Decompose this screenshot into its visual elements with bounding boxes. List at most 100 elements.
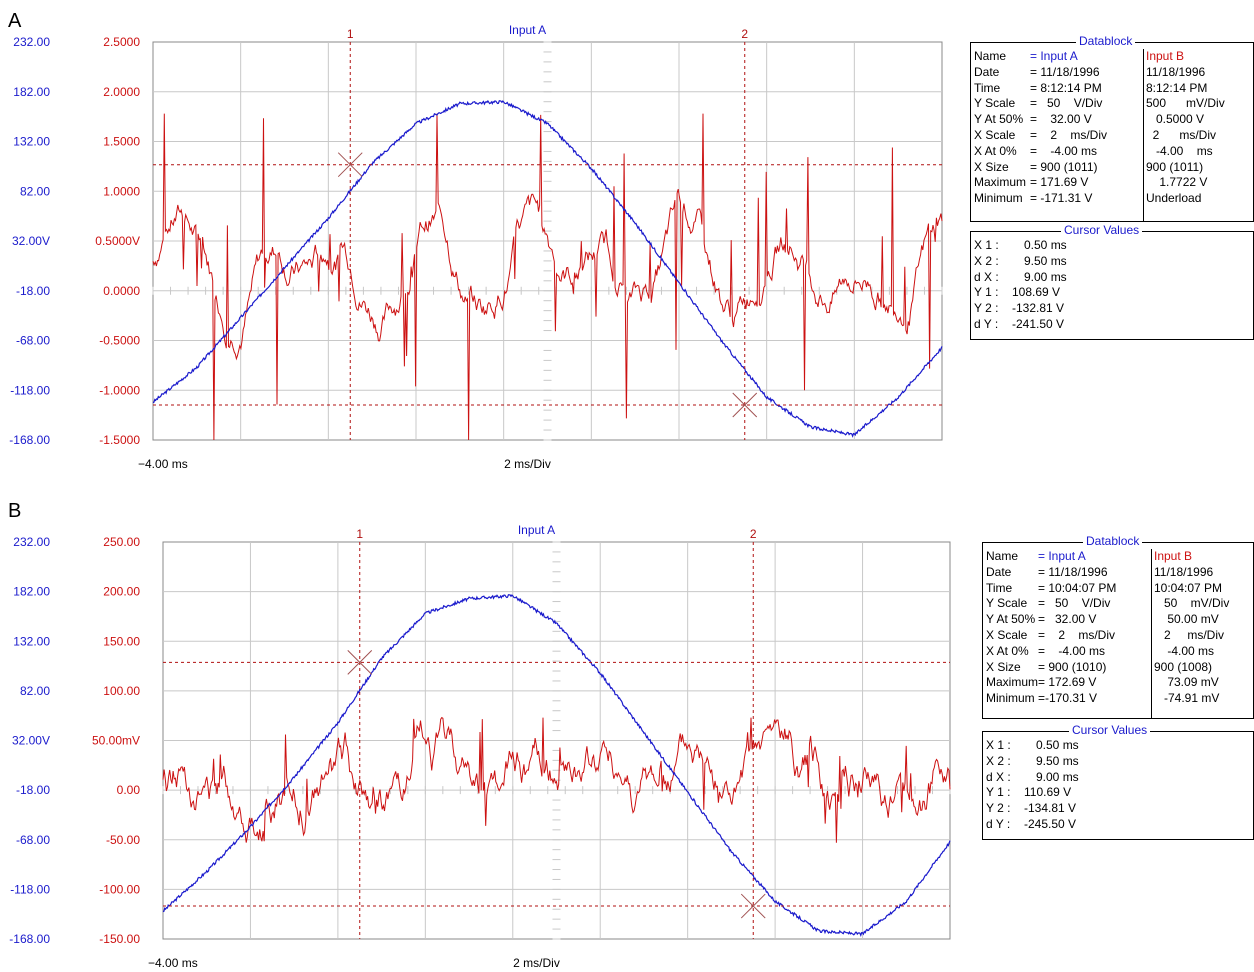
maximum-value-b: 73.09 mV — [1154, 675, 1219, 690]
time-value: = 10:04:07 PM — [1038, 580, 1117, 595]
left-axis-tick-label: 32.00V — [12, 234, 50, 248]
cursor-y1-row: Y 1 : 108.69 V — [974, 285, 1067, 301]
datablock-title: Datablock — [1083, 534, 1143, 549]
minimum-value-b: Underload — [1146, 191, 1202, 206]
x1-value: 0.50 ms — [1036, 738, 1079, 752]
name-label: Name — [986, 549, 1019, 563]
maximum-row: Maximum= 172.69 V — [986, 675, 1116, 691]
yscale-row: Y Scale = 50 V/Div — [974, 96, 1107, 112]
left-axis-tick-label: -118.00 — [10, 882, 50, 896]
yat50-label: Y At 50% — [974, 112, 1024, 127]
y2-value: -134.81 V — [1024, 801, 1077, 816]
yat50-value: = 32.00 V — [1038, 612, 1097, 627]
right-axis-tick-label: 150.00 — [103, 634, 140, 648]
time-value-b: 8:12:14 PM — [1146, 80, 1208, 95]
right-axis-tick-label: 1.0000 — [103, 184, 140, 198]
y2-label: Y 2 : — [974, 301, 999, 316]
minimum-label: Minimum — [974, 191, 1023, 206]
right-axis-tick-label: 1.5000 — [103, 135, 140, 149]
xscale-value: = 2 ms/Div — [1038, 627, 1116, 642]
yat50-label: Y At 50% — [986, 612, 1036, 627]
minimum-value: =-170.31 V — [1038, 691, 1098, 706]
cursor-x1-row: X 1 : 0.50 ms — [974, 238, 1067, 254]
time-label: Time — [986, 580, 1013, 595]
y1-value: 108.69 V — [1012, 285, 1061, 300]
maximum-row: Maximum = 171.69 V — [974, 175, 1107, 191]
cursor-x2-row: X 2 : 9.50 ms — [986, 754, 1079, 770]
left-axis-tick-label: -118.00 — [10, 383, 50, 397]
name-row: Name = Input A — [986, 549, 1116, 565]
dx-label: d X : — [986, 769, 1011, 784]
left-axis-tick-label: -18.00 — [16, 783, 50, 797]
x-start-label: −4.00 ms — [138, 457, 188, 471]
minimum-value-b: -74.91 mV — [1154, 691, 1220, 706]
right-axis-tick-label: -150.00 — [99, 932, 140, 946]
cursor-y1-row: Y 1 : 110.69 V — [986, 785, 1079, 801]
xat0-label: X At 0% — [986, 643, 1029, 658]
cursor-cross-mark — [337, 152, 363, 178]
dx-value: 9.00 ms — [1024, 269, 1067, 284]
minimum-row: Minimum = -171.31 V — [974, 191, 1107, 207]
datablock-title: Datablock — [1076, 34, 1136, 49]
name-value: = Input A — [1030, 49, 1078, 63]
right-axis-tick-label: 0.5000V — [95, 234, 140, 248]
yat50-value-b: 0.5000 V — [1146, 112, 1205, 127]
time-value-b: 10:04:07 PM — [1154, 580, 1223, 595]
left-axis-tick-label: 232.00 — [13, 35, 50, 49]
chart-title: Input A — [509, 23, 546, 37]
xat0-value: = -4.00 ms — [1030, 143, 1098, 158]
xat0-row: X At 0% = -4.00 ms — [974, 144, 1107, 160]
x1-value: 0.50 ms — [1024, 238, 1067, 252]
x2-value: 9.50 ms — [1036, 753, 1079, 768]
yat50-value: = 32.00 V — [1030, 112, 1092, 127]
time-row: Time = 8:12:14 PM — [974, 81, 1107, 97]
cursor-dx-row: d X : 9.00 ms — [986, 770, 1079, 786]
xsize-row: X Size = 900 (1011) — [974, 160, 1107, 176]
maximum-value-b: 1.7722 V — [1146, 175, 1208, 190]
yscale-value: = 50 V/Div — [1030, 96, 1103, 111]
yscale-value-b: 500 mV/Div — [1146, 96, 1225, 111]
cursor-x1-row: X 1 : 0.50 ms — [986, 738, 1079, 754]
right-axis-tick-label: 0.0000 — [103, 284, 140, 298]
cursor-label: 1 — [347, 27, 354, 41]
right-axis-tick-label: 2.5000 — [103, 35, 140, 49]
right-axis-tick-label: -100.00 — [99, 882, 140, 896]
panel-label: B — [8, 500, 22, 522]
right-axis-tick-label: -1.5000 — [99, 433, 140, 447]
maximum-value: = 171.69 V — [1030, 175, 1089, 190]
xat0-value-b: -4.00 ms — [1154, 643, 1215, 658]
xsize-value: = 900 (1011) — [1030, 159, 1098, 174]
left-axis-tick-label: 132.00 — [13, 634, 50, 648]
right-axis-tick-label: -0.5000 — [99, 334, 140, 348]
right-axis-tick-label: 250.00 — [103, 535, 140, 549]
x-start-label: −4.00 ms — [148, 956, 198, 970]
x-div-label: 2 ms/Div — [504, 457, 551, 471]
yat50-row: Y At 50% = 32.00 V — [974, 112, 1107, 128]
datablock-col-b: Input B 11/18/1996 8:12:14 PM 500 mV/Div… — [1143, 49, 1225, 221]
left-axis-tick-label: -168.00 — [9, 932, 50, 946]
x1-label: X 1 : — [986, 738, 1011, 752]
x2-label: X 2 : — [986, 753, 1011, 768]
datablock-col-b: Input B 11/18/1996 10:04:07 PM 50 mV/Div… — [1151, 549, 1229, 718]
xsize-label: X Size — [986, 659, 1021, 674]
xat0-row: X At 0% = -4.00 ms — [986, 644, 1116, 660]
left-axis-tick-label: 132.00 — [13, 135, 50, 149]
yscale-row: Y Scale = 50 V/Div — [986, 596, 1116, 612]
dy-label: d Y : — [974, 316, 999, 331]
series-line-input-a — [152, 99, 943, 438]
y2-value: -132.81 V — [1012, 301, 1065, 316]
left-axis-tick-label: -18.00 — [16, 284, 50, 298]
maximum-label: Maximum — [986, 675, 1039, 690]
xscale-value: = 2 ms/Div — [1030, 127, 1108, 142]
xat0-value: = -4.00 ms — [1038, 643, 1106, 658]
y2-label: Y 2 : — [986, 801, 1011, 816]
xsize-value-b: 900 (1011) — [1146, 159, 1204, 174]
y1-label: Y 1 : — [974, 285, 999, 300]
y1-value: 110.69 V — [1024, 785, 1072, 800]
dy-label: d Y : — [986, 816, 1011, 831]
dx-value: 9.00 ms — [1036, 769, 1079, 784]
cursor-values-b: Cursor Values X 1 :0.50 ms X 2 :9.50 ms … — [982, 723, 1254, 840]
cursor-values-title: Cursor Values — [1061, 223, 1143, 238]
time-row: Time = 10:04:07 PM — [986, 581, 1116, 597]
x2-label: X 2 : — [974, 253, 999, 268]
